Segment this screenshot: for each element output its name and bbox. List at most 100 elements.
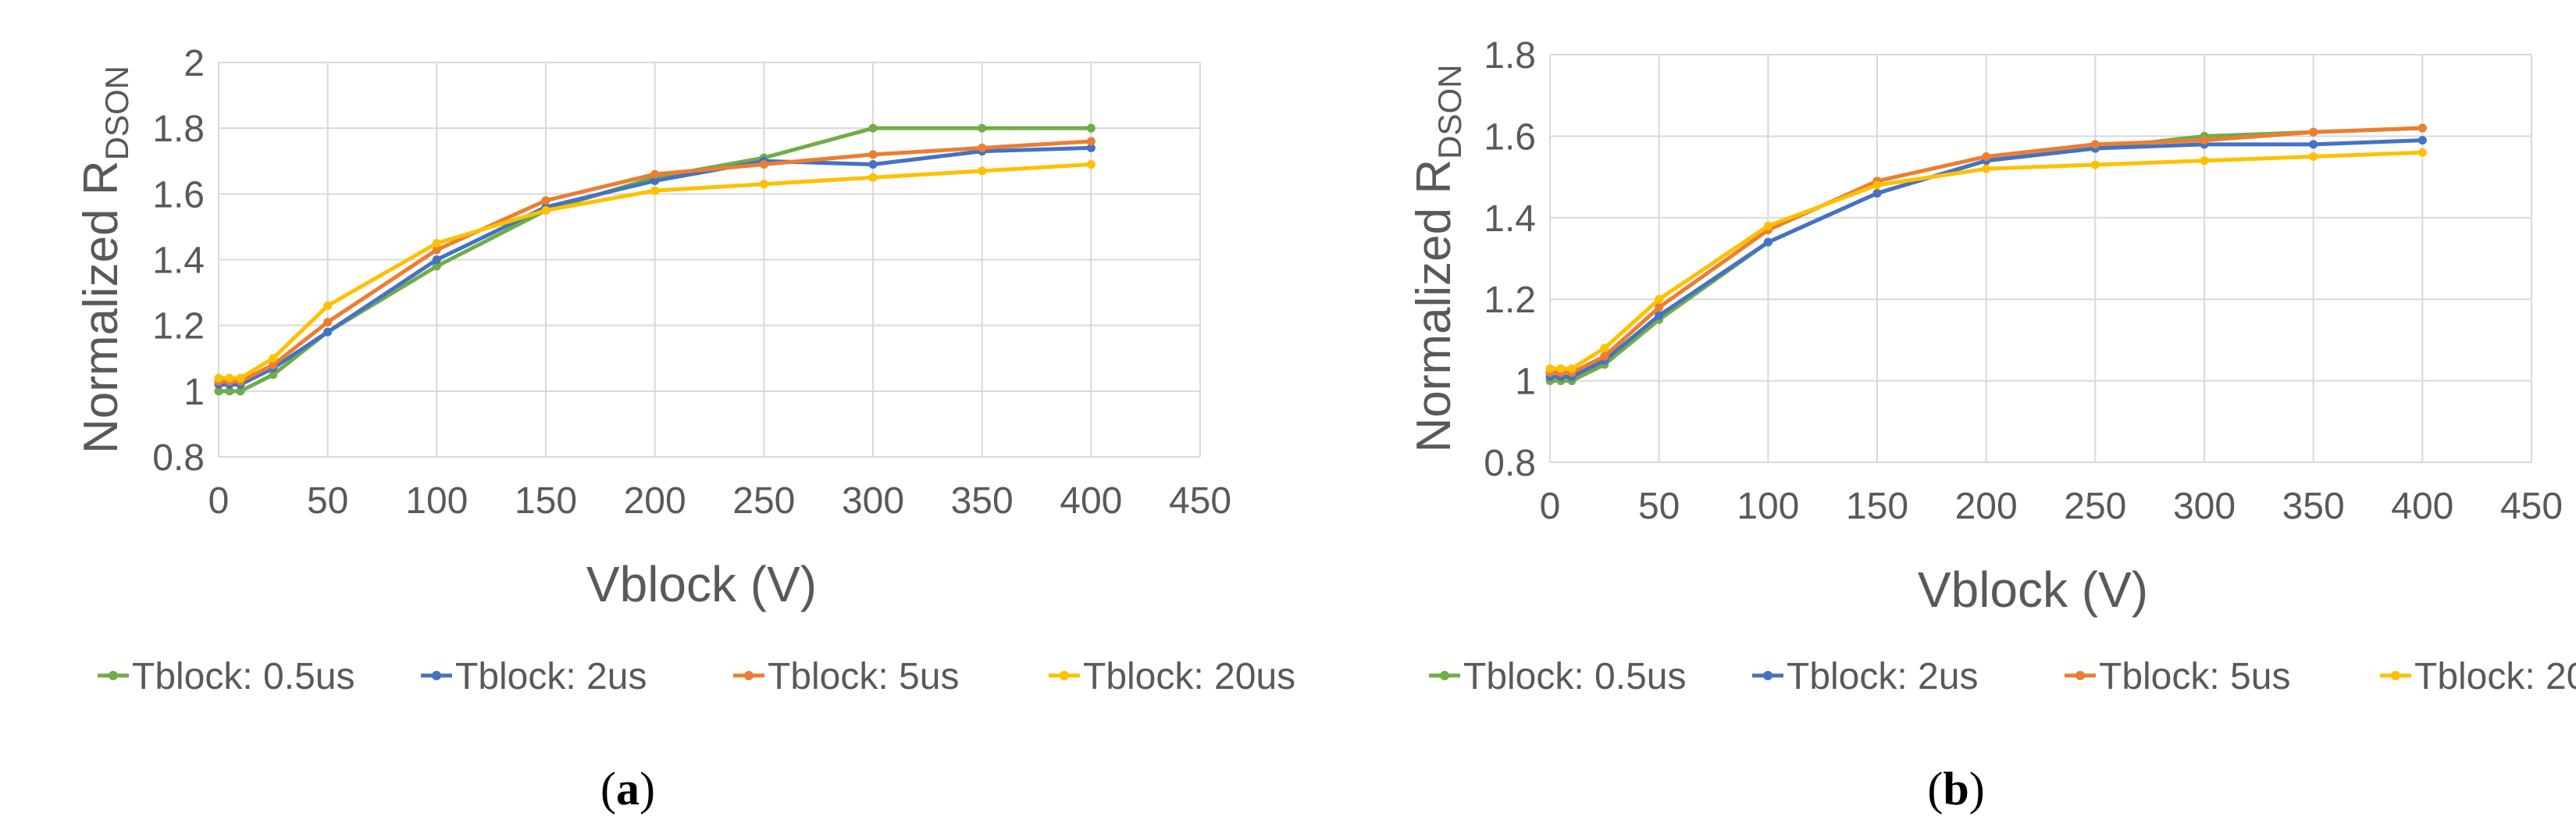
data-point — [1763, 221, 1773, 230]
data-point — [432, 255, 441, 264]
y-axis-title-subscript: DSON — [98, 66, 135, 160]
data-point — [432, 238, 441, 248]
x-tick-label: 300 — [2173, 486, 2236, 527]
legend-label-2: Tblock: 2us — [1787, 656, 1978, 697]
legend-marker-2 — [1763, 671, 1773, 680]
x-tick-label: 250 — [732, 480, 795, 522]
data-point — [432, 262, 441, 271]
data-point — [2417, 123, 2427, 133]
data-point — [269, 370, 278, 380]
data-point — [650, 186, 660, 195]
data-point — [1567, 364, 1577, 373]
y-tick-label: 1.2 — [152, 306, 205, 348]
legend-marker-4 — [1060, 671, 1069, 680]
caption-letter: b — [1943, 763, 1969, 815]
y-axis-title-main: Normalized R — [74, 160, 128, 454]
data-point — [1655, 311, 1664, 320]
x-tick-label: 150 — [515, 480, 577, 522]
data-point — [978, 166, 987, 176]
data-point — [2309, 127, 2318, 137]
data-point — [2200, 156, 2209, 166]
panel-caption: (a) — [600, 763, 655, 815]
x-tick-label: 0 — [1540, 486, 1561, 527]
panel-caption: (b) — [1927, 763, 1984, 815]
y-axis-title: Normalized RDSON — [74, 66, 135, 454]
chart-panel-b: 0.8 1 1.2 1.4 1.6 1.8 0 50 100 150 200 250 300 350 400… — [1407, 35, 2576, 815]
data-point — [650, 177, 660, 185]
data-point — [1545, 364, 1555, 373]
data-point — [541, 196, 550, 205]
data-point — [225, 387, 234, 396]
data-point — [1872, 180, 1882, 190]
data-point — [1086, 137, 1096, 146]
x-tick-label: 0 — [208, 480, 230, 522]
caption-letter: a — [616, 763, 640, 815]
y-tick-label: 1.6 — [152, 174, 205, 216]
chart-panel-a: 0.8 1 1.2 1.4 1.6 1.8 2 0 50 100 150 200 250 300 350 40… — [74, 43, 1295, 815]
caption-close-paren: ) — [1969, 763, 1985, 815]
data-point — [541, 205, 550, 215]
x-tick-label: 100 — [405, 480, 468, 522]
data-point — [759, 180, 768, 189]
legend-label-3: Tblock: 5us — [2099, 656, 2290, 697]
y-axis-title-subscript: DSON — [1431, 65, 1468, 159]
y-axis-title-main: Normalized R — [1407, 159, 1461, 453]
x-tick-label: 300 — [842, 480, 904, 522]
x-tick-label: 200 — [624, 480, 686, 522]
data-point — [868, 123, 878, 133]
data-point — [2200, 136, 2209, 145]
x-tick-label: 250 — [2064, 486, 2126, 527]
y-tick-label: 1.2 — [1484, 280, 1536, 321]
caption-open-paren: ( — [600, 763, 616, 815]
data-point — [1556, 364, 1566, 373]
y-tick-label: 1.6 — [1484, 116, 1536, 158]
data-point — [1086, 123, 1096, 133]
legend-label-1: Tblock: 0.5us — [132, 656, 355, 697]
x-tick-label: 350 — [951, 480, 1014, 522]
caption-open-paren: ( — [1927, 763, 1943, 815]
legend-marker-2 — [432, 671, 441, 680]
x-tick-label: 350 — [2282, 486, 2345, 527]
x-tick-label: 150 — [1846, 486, 1908, 527]
data-point — [978, 143, 987, 152]
legend-label-4: Tblock: 20us — [2414, 656, 2576, 697]
data-point — [236, 387, 245, 396]
data-point — [2417, 136, 2427, 145]
data-point — [868, 159, 878, 169]
y-tick-label: 0.8 — [152, 437, 205, 479]
x-tick-label: 100 — [1737, 486, 1799, 527]
data-point — [978, 123, 987, 133]
data-point — [2309, 140, 2318, 149]
data-point — [1655, 303, 1664, 312]
data-point — [1872, 188, 1882, 198]
y-tick-label: 0.8 — [1484, 443, 1536, 484]
legend-label-1: Tblock: 0.5us — [1463, 656, 1686, 697]
data-point — [323, 317, 333, 326]
x-tick-label: 400 — [2391, 486, 2453, 527]
data-point — [269, 360, 278, 369]
data-point — [225, 373, 234, 383]
x-tick-label: 450 — [2500, 486, 2563, 527]
data-point — [432, 245, 441, 255]
data-point — [1086, 143, 1096, 152]
legend-label-3: Tblock: 5us — [768, 656, 959, 697]
y-tick-label: 1.8 — [152, 109, 205, 150]
y-tick-label: 1.4 — [152, 241, 205, 282]
legend-marker-1 — [109, 671, 118, 680]
data-point — [269, 354, 278, 363]
legend-marker-4 — [2391, 671, 2400, 680]
y-axis-title: Normalized RDSON — [1407, 65, 1468, 453]
x-axis-title: Vblock (V) — [586, 556, 817, 612]
y-tick-label: 1.8 — [1484, 35, 1536, 77]
data-point — [868, 173, 878, 182]
data-point — [236, 373, 245, 383]
data-point — [1763, 237, 1773, 247]
data-point — [323, 327, 333, 337]
data-point — [1600, 344, 1609, 353]
y-tick-label: 1 — [183, 372, 205, 413]
data-point — [2090, 160, 2100, 169]
x-tick-label: 200 — [1955, 486, 2018, 527]
data-point — [2417, 148, 2427, 157]
data-point — [650, 169, 660, 179]
